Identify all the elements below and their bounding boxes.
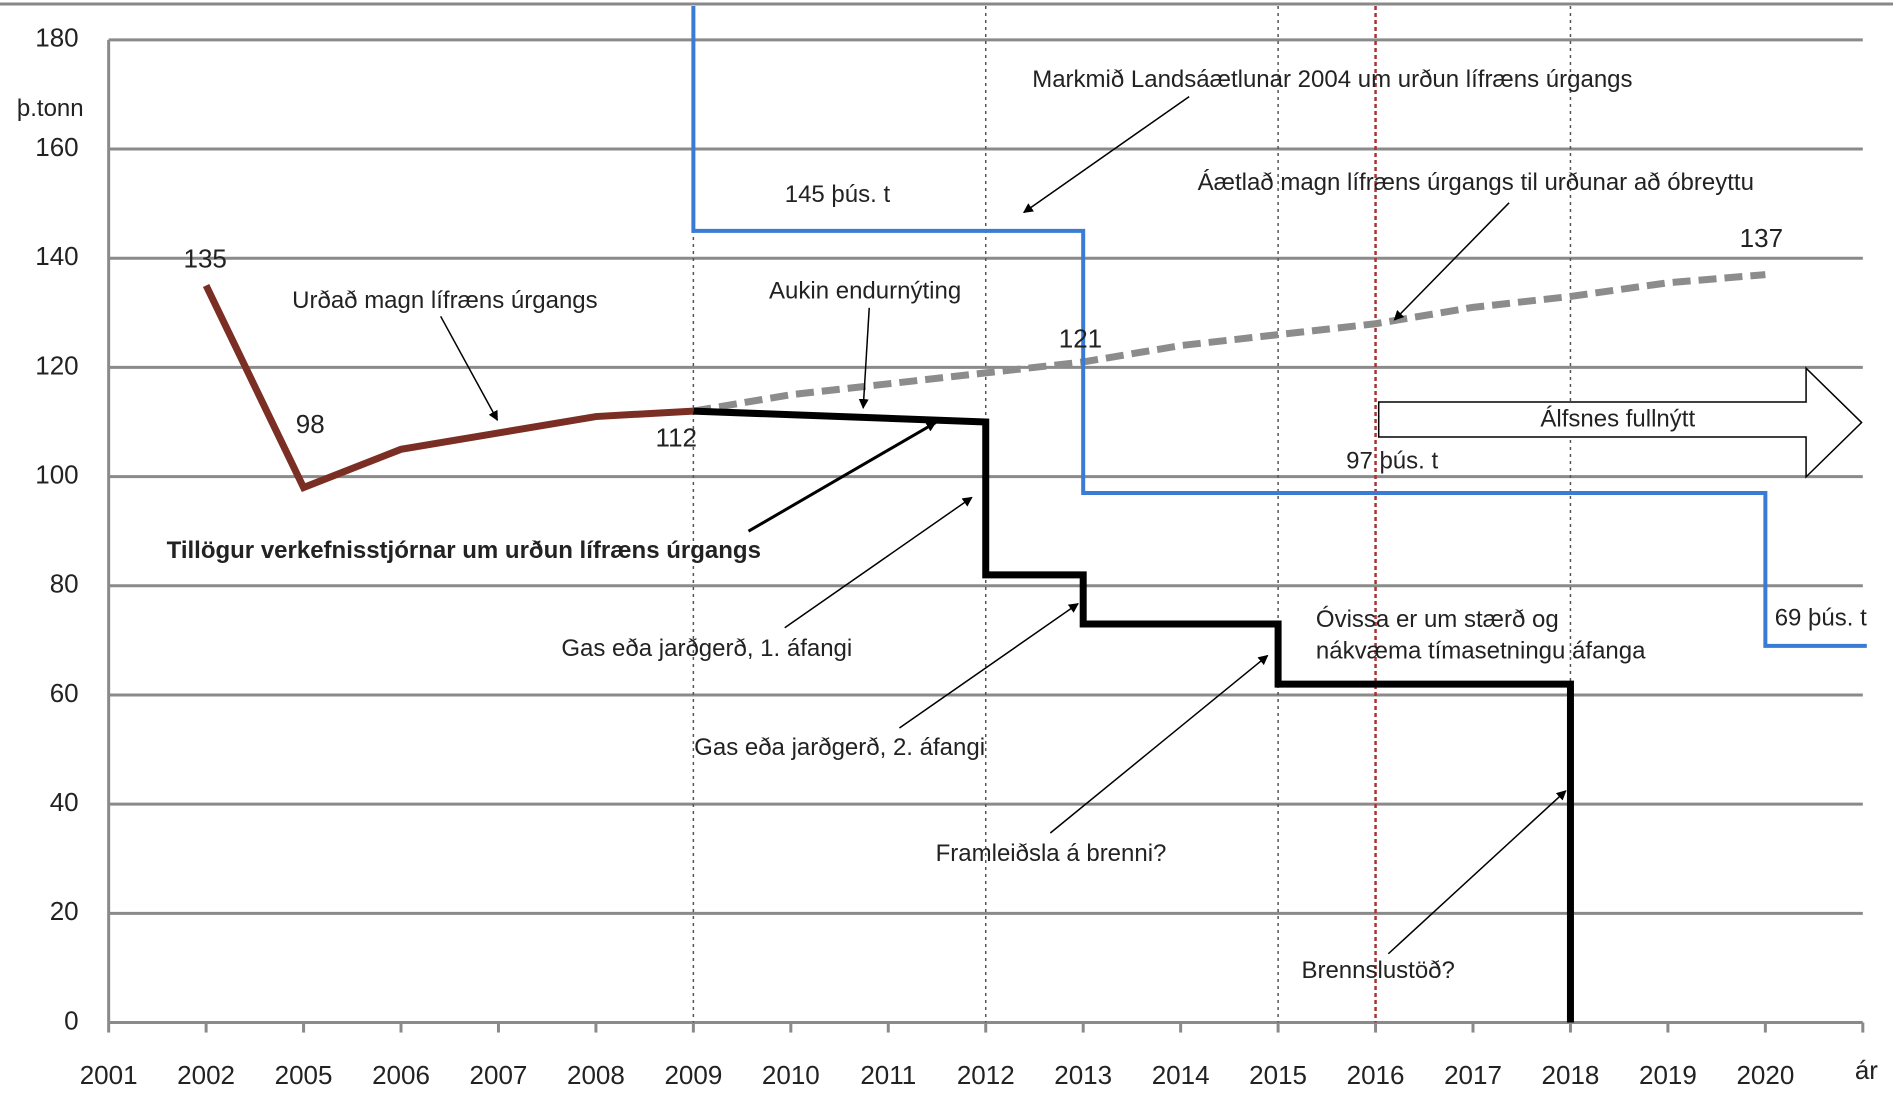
y-tick-label: 80 bbox=[50, 569, 79, 599]
data-label: 135 bbox=[184, 244, 227, 274]
annotation: Aukin endurnýting bbox=[769, 278, 961, 305]
x-tick-label: 2002 bbox=[177, 1060, 235, 1090]
annotation-arrow bbox=[858, 307, 870, 410]
y-tick-label: 0 bbox=[64, 1005, 78, 1035]
annotation-arrow bbox=[747, 421, 937, 533]
series-line bbox=[693, 407, 1574, 1023]
alfsnes-arrow bbox=[1377, 366, 1863, 479]
annotation-arrow bbox=[1387, 790, 1567, 955]
x-tick-label: 2001 bbox=[80, 1060, 138, 1090]
series-line bbox=[691, 6, 1867, 648]
annotation-arrow bbox=[898, 603, 1079, 729]
x-tick-label: 2012 bbox=[957, 1060, 1015, 1090]
x-tick-label: 2010 bbox=[762, 1060, 820, 1090]
annotation: Urðað magn lífræns úrgangs bbox=[292, 287, 597, 314]
y-tick-label: 60 bbox=[50, 678, 79, 708]
annotation: Brennslustöð? bbox=[1301, 957, 1454, 984]
y-tick-label: 140 bbox=[35, 241, 78, 271]
data-label: 97 þús. t bbox=[1346, 448, 1438, 475]
x-tick-label: 2009 bbox=[664, 1060, 722, 1090]
series-line bbox=[692, 271, 1766, 415]
y-tick-label: 100 bbox=[35, 459, 78, 489]
annotation: Áætlað magn lífræns úrgangs til urðunar … bbox=[1198, 169, 1754, 196]
annotation: Gas eða jarðgerð, 2. áfangi bbox=[694, 734, 985, 761]
x-tick-label: 2006 bbox=[372, 1060, 430, 1090]
annotation: Óvissa er um stærð og bbox=[1316, 606, 1559, 633]
x-axis-label: ár bbox=[1855, 1055, 1878, 1085]
x-tick-label: 2013 bbox=[1054, 1060, 1112, 1090]
data-label: 121 bbox=[1059, 323, 1102, 353]
x-tick-label: 2008 bbox=[567, 1060, 625, 1090]
x-tick-label: 2015 bbox=[1249, 1060, 1307, 1090]
y-axis-label: þ.tonn bbox=[17, 95, 84, 122]
x-tick-label: 2011 bbox=[860, 1060, 916, 1090]
x-tick-label: 2007 bbox=[470, 1060, 528, 1090]
x-tick-label: 2017 bbox=[1444, 1060, 1502, 1090]
annotation: Álfsnes fullnýtt bbox=[1540, 405, 1695, 432]
x-tick-label: 2005 bbox=[275, 1060, 333, 1090]
y-tick-label: 180 bbox=[35, 23, 78, 53]
series-line bbox=[202, 283, 694, 492]
data-label: 98 bbox=[296, 409, 325, 439]
annotation-arrow bbox=[1022, 95, 1190, 214]
data-label: 145 þús. t bbox=[785, 181, 891, 208]
x-tick-label: 2016 bbox=[1347, 1060, 1405, 1090]
y-tick-label: 160 bbox=[35, 132, 78, 162]
annotation: Gas eða jarðgerð, 1. áfangi bbox=[561, 635, 852, 662]
x-tick-label: 2020 bbox=[1736, 1060, 1794, 1090]
y-tick-label: 20 bbox=[50, 896, 79, 926]
annotation: Framleiðsla á brenni? bbox=[936, 840, 1167, 867]
x-tick-label: 2018 bbox=[1542, 1060, 1600, 1090]
y-tick-label: 120 bbox=[35, 350, 78, 380]
y-tick-label: 40 bbox=[50, 787, 79, 817]
x-tick-label: 2019 bbox=[1639, 1060, 1697, 1090]
data-label: 137 bbox=[1740, 223, 1783, 253]
annotation-arrow bbox=[1049, 654, 1269, 834]
annotation-arrow bbox=[784, 496, 973, 629]
data-label: 112 bbox=[656, 422, 697, 452]
annotation-arrow bbox=[439, 315, 499, 422]
data-label: 69 þús. t bbox=[1775, 605, 1867, 632]
annotation: Markmið Landsáætlunar 2004 um urðun lífr… bbox=[1032, 66, 1632, 93]
annotation-arrow bbox=[1393, 202, 1510, 321]
annotation: Tillögur verkefnisstjórnar um urðun lífr… bbox=[167, 537, 761, 564]
annotation: nákvæma tímasetningu áfanga bbox=[1316, 637, 1646, 664]
x-tick-label: 2014 bbox=[1152, 1060, 1210, 1090]
